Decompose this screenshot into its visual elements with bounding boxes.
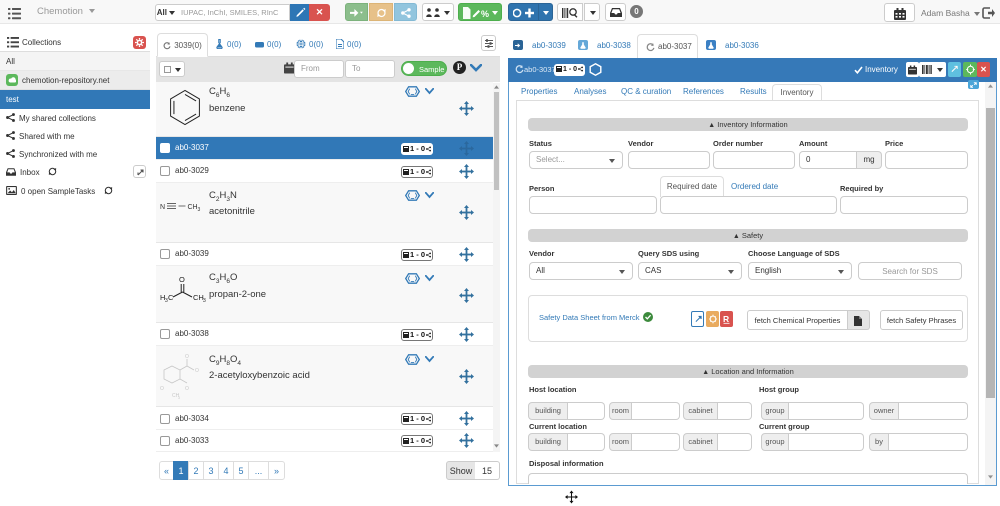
svg-text:O: O (160, 386, 164, 392)
svg-text:N: N (160, 204, 165, 211)
svg-text:3: 3 (165, 298, 168, 303)
svg-text:CH: CH (188, 204, 198, 211)
svg-text:O: O (185, 386, 189, 392)
svg-text:H: H (160, 293, 165, 302)
svg-text:CH: CH (193, 293, 204, 302)
svg-text:R: R (723, 314, 729, 324)
svg-text:O: O (185, 354, 189, 360)
svg-text:CH: CH (172, 393, 180, 399)
svg-text:3: 3 (203, 298, 206, 303)
svg-text:O: O (195, 368, 199, 374)
svg-text:%: % (481, 9, 489, 19)
svg-text:3: 3 (198, 207, 201, 212)
svg-text:C: C (168, 293, 174, 302)
svg-text:3: 3 (178, 396, 180, 400)
svg-text:O: O (179, 275, 185, 284)
